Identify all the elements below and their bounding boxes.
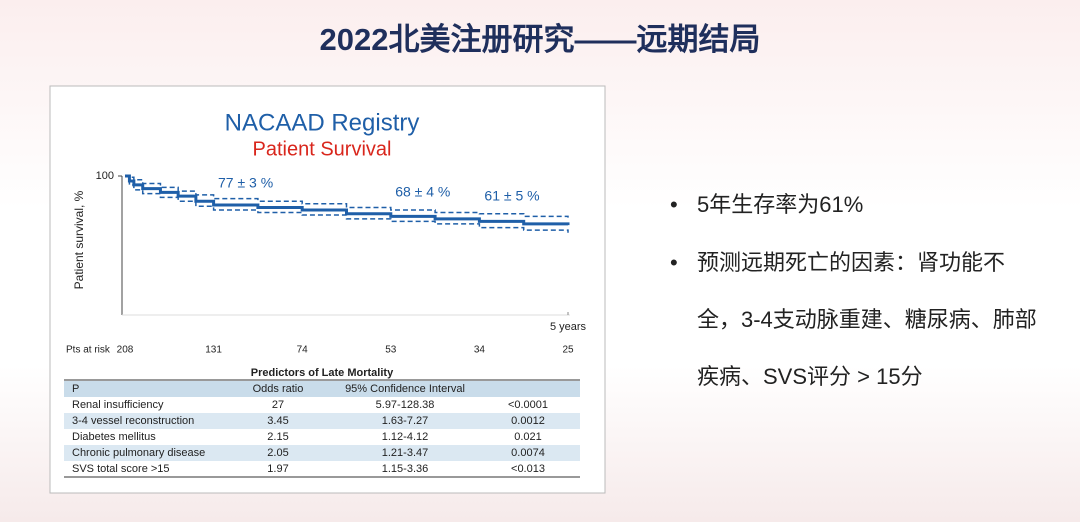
bullet-dot: • — [670, 192, 678, 217]
annotation: 77 ± 3 % — [218, 175, 273, 191]
table-cell: 0.0074 — [511, 447, 545, 459]
table-cell: 27 — [272, 399, 284, 411]
table-cell: 5.97-128.38 — [376, 399, 435, 411]
annotation: 68 ± 4 % — [395, 184, 450, 200]
chart-title: NACAAD Registry — [225, 109, 420, 136]
table-header-bg — [64, 381, 580, 397]
table-cell: 1.12-4.12 — [382, 431, 428, 443]
table-cell: Renal insufficiency — [72, 399, 164, 411]
annotation: 61 ± 5 % — [484, 188, 539, 204]
table-cell: Chronic pulmonary disease — [72, 447, 205, 459]
y-tick-label: 100 — [96, 170, 114, 182]
at-risk-value: 53 — [385, 345, 397, 356]
table-cell: 1.15-3.36 — [382, 463, 428, 475]
table-cell: 2.05 — [267, 447, 288, 459]
at-risk-value: 34 — [474, 345, 486, 356]
chart-subtitle: Patient Survival — [253, 138, 392, 160]
table-cell: Diabetes mellitus — [72, 431, 156, 443]
table-header: Odds ratio — [253, 383, 304, 395]
table-row-bg — [64, 445, 580, 461]
table-cell: 1.97 — [267, 463, 288, 475]
bullet-text: 5年生存率为61% — [697, 192, 864, 217]
survival-line — [125, 174, 570, 226]
bullet-dot: • — [670, 250, 678, 275]
table-cell: 3-4 vessel reconstruction — [72, 415, 194, 427]
y-axis-label: Patient survival, % — [72, 190, 86, 289]
at-risk-label: Pts at risk — [66, 345, 111, 356]
table-cell: 2.15 — [267, 431, 288, 443]
at-risk-value: 25 — [562, 345, 574, 356]
table-cell: SVS total score >15 — [72, 463, 170, 475]
survival-line — [125, 175, 569, 218]
table-header: P — [72, 383, 79, 395]
table-title: Predictors of Late Mortality — [251, 367, 394, 379]
at-risk-value: 74 — [297, 345, 309, 356]
table-cell: 0.021 — [514, 431, 542, 443]
table-cell: 3.45 — [267, 415, 288, 427]
table-row-bg — [64, 397, 580, 413]
table-header: 95% Confidence Interval — [345, 383, 465, 395]
table-row-bg — [64, 461, 580, 477]
x-tick-label: 5 years — [550, 321, 587, 333]
table-cell: 1.63-7.27 — [382, 415, 428, 427]
slide-title: 2022北美注册研究——远期结局 — [319, 22, 761, 57]
table-cell: <0.013 — [511, 463, 545, 475]
at-risk-value: 131 — [205, 345, 222, 356]
bullet-text: 预测远期死亡的因素：肾功能不全，3-4支动脉重建、糖尿病、肺部疾病、SVS评分 … — [697, 250, 1037, 389]
table-row-bg — [64, 429, 580, 445]
at-risk-value: 208 — [117, 345, 134, 356]
table-row-bg — [64, 413, 580, 429]
table-cell: <0.0001 — [508, 399, 548, 411]
table-cell: 0.0012 — [511, 415, 545, 427]
table-cell: 1.21-3.47 — [382, 447, 428, 459]
survival-line — [125, 175, 569, 233]
